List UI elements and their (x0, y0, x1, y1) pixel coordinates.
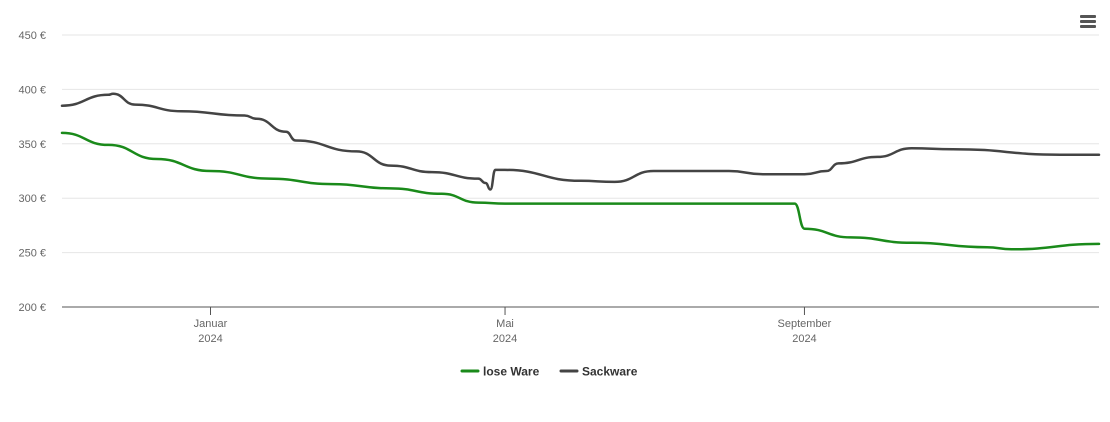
y-axis-labels: 200 € 250 € 300 € 350 € 400 € 450 € (18, 30, 46, 314)
y-tick-label: 450 € (18, 30, 46, 42)
x-axis: Januar 2024 Mai 2024 September 2024 (62, 306, 1099, 345)
x-tick-label-year: 2024 (792, 333, 816, 345)
x-tick-label-month: September (778, 318, 832, 330)
menu-bar (1080, 15, 1096, 18)
legend-item[interactable]: lose Ware (460, 365, 540, 379)
x-tick-label-year: 2024 (493, 333, 517, 345)
legend-label: lose Ware (483, 365, 540, 379)
y-tick-label: 200 € (18, 302, 46, 314)
x-tick-label-month: Mai (496, 318, 514, 330)
series-line-sackware (60, 92, 1101, 191)
series-line-lose-ware (60, 131, 1101, 251)
series-lines (60, 92, 1101, 251)
legend: lose Ware Sackware (460, 365, 638, 379)
y-tick-label: 300 € (18, 193, 46, 205)
x-tick-label-year: 2024 (198, 333, 222, 345)
y-tick-label: 250 € (18, 248, 46, 260)
legend-label: Sackware (582, 365, 638, 379)
y-tick-label: 350 € (18, 139, 46, 151)
hamburger-menu-icon[interactable] (1076, 10, 1100, 34)
menu-bar (1080, 20, 1096, 23)
y-tick-label: 400 € (18, 84, 46, 96)
grid-lines (62, 34, 1099, 254)
x-tick-label-month: Januar (194, 318, 228, 330)
menu-bar (1080, 25, 1096, 28)
legend-item[interactable]: Sackware (559, 365, 638, 379)
